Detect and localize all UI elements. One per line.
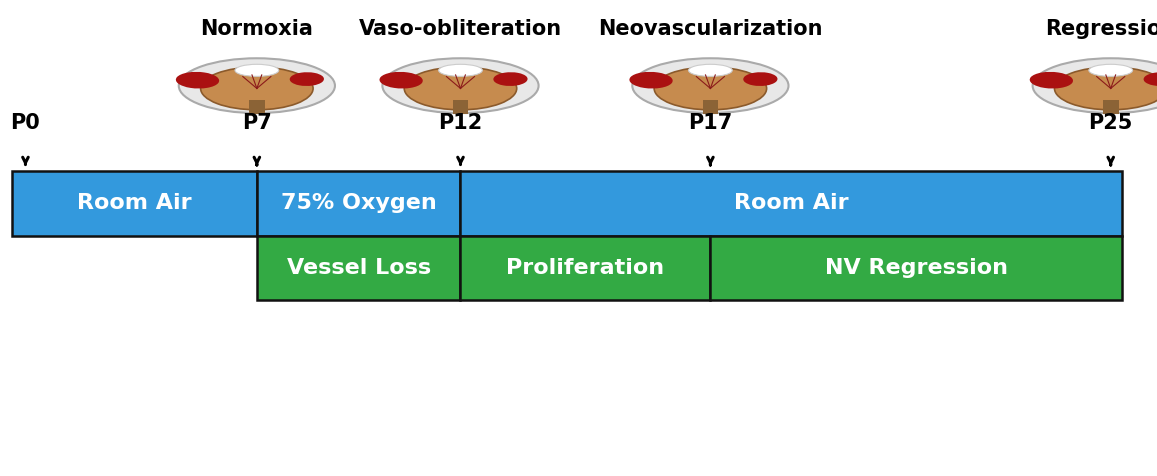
Ellipse shape (200, 67, 314, 110)
Ellipse shape (629, 72, 672, 89)
Bar (460, 171, 1122, 236)
Text: Room Air: Room Air (76, 193, 192, 214)
Text: 75% Oxygen: 75% Oxygen (281, 193, 436, 214)
Ellipse shape (176, 72, 219, 89)
Ellipse shape (439, 64, 482, 76)
Ellipse shape (743, 72, 778, 86)
Ellipse shape (1030, 72, 1073, 89)
Bar (12, 171, 257, 236)
Text: P17: P17 (688, 113, 732, 133)
Text: Vaso-obliteration: Vaso-obliteration (359, 19, 562, 39)
Text: P12: P12 (439, 113, 482, 133)
Ellipse shape (382, 58, 539, 113)
Bar (249, 100, 265, 114)
Text: Neovascularization: Neovascularization (598, 19, 823, 39)
Ellipse shape (235, 64, 279, 76)
Ellipse shape (633, 58, 789, 113)
Text: Normoxia: Normoxia (200, 19, 314, 39)
Text: Room Air: Room Air (734, 193, 849, 214)
Ellipse shape (493, 72, 528, 86)
Ellipse shape (1032, 58, 1157, 113)
Bar (460, 236, 710, 300)
Ellipse shape (1143, 72, 1157, 86)
Bar (452, 100, 469, 114)
Text: P0: P0 (10, 113, 40, 133)
Text: NV Regression: NV Regression (825, 258, 1008, 278)
Ellipse shape (654, 67, 767, 110)
Bar (257, 171, 460, 236)
Bar (702, 100, 718, 114)
Bar (1103, 100, 1119, 114)
Ellipse shape (289, 72, 324, 86)
Bar (257, 236, 460, 300)
Ellipse shape (178, 58, 336, 113)
Text: Regression: Regression (1045, 19, 1157, 39)
Ellipse shape (688, 64, 732, 76)
Bar (710, 236, 1122, 300)
Ellipse shape (404, 67, 517, 110)
Text: Proliferation: Proliferation (507, 258, 664, 278)
Ellipse shape (1089, 64, 1133, 76)
Text: Vessel Loss: Vessel Loss (287, 258, 430, 278)
Ellipse shape (1054, 67, 1157, 110)
Ellipse shape (379, 72, 422, 89)
Text: P7: P7 (242, 113, 272, 133)
Text: P25: P25 (1089, 113, 1133, 133)
